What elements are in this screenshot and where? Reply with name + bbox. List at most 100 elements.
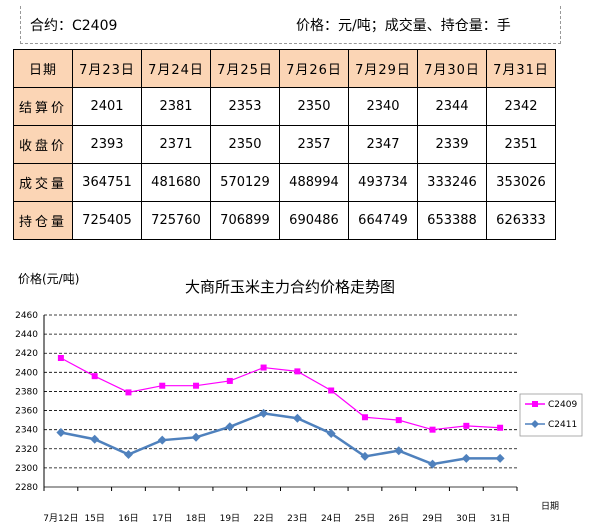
row-label: 结算价 (13, 87, 73, 126)
y-tick-label: 2280 (15, 483, 38, 493)
x-tick-label: 22日 (253, 513, 273, 524)
x-axis-label: 日期 (541, 501, 559, 512)
date-header: 7月29日 (348, 49, 418, 88)
x-tick-label: 23日 (287, 513, 307, 524)
series-line-C2409 (60, 357, 501, 431)
data-point (361, 414, 368, 421)
y-tick-label: 2320 (15, 445, 38, 455)
y-tick-label: 2360 (15, 407, 38, 417)
table-row: 持仓量 725405 725760 706899 690486 664749 6… (13, 201, 556, 240)
table-row: 收盘价 2393 2371 2350 2357 2347 2339 2351 (13, 125, 556, 164)
data-point (497, 424, 504, 431)
corner-cell: 日期 (13, 49, 73, 88)
data-point (191, 432, 201, 442)
table-cell: 2353 (210, 87, 280, 126)
legend-box (519, 393, 583, 437)
table-cell: 2350 (210, 125, 280, 164)
y-ticks: 2280 2300 2320 2340 2360 2380 2400 2420 2440 2460 (15, 311, 38, 493)
data-point (193, 382, 200, 389)
legend-marker (532, 401, 538, 407)
table-cell: 2350 (279, 87, 349, 126)
x-tick-label: 24日 (321, 513, 341, 524)
data-point (57, 355, 64, 361)
y-tick-label: 2340 (15, 426, 38, 436)
y-tick-label: 2440 (15, 330, 38, 340)
table-cell: 2342 (486, 87, 556, 126)
price-trend-chart: 价格(元/吨) 大商所玉米主力合约价格走势图 日期 2280 2300 2320 23… (15, 271, 583, 524)
gridlines (43, 314, 517, 488)
row-label: 持仓量 (13, 201, 73, 240)
table-row: 结算价 2401 2381 2353 2350 2340 2344 2342 (13, 87, 556, 126)
x-tick-label: 7月12日 (43, 513, 78, 524)
header-box (20, 6, 561, 44)
data-point (260, 364, 267, 371)
x-tick-label: 26日 (389, 513, 409, 524)
y-tick-label: 2400 (15, 368, 38, 378)
y-tick-label: 2380 (15, 387, 38, 397)
units-label: 价格：元/吨；成交量、持仓量：手 (296, 18, 511, 34)
date-header: 7月26日 (279, 49, 349, 88)
table-cell: 2339 (417, 125, 487, 164)
data-point (294, 368, 301, 375)
data-point (360, 451, 370, 461)
date-header: 7月23日 (72, 49, 142, 88)
x-tick-label: 18日 (186, 513, 206, 524)
table-cell: 2381 (141, 87, 211, 126)
data-point (292, 413, 302, 423)
legend-label: C2409 (548, 400, 577, 410)
table-cell: 690486 (279, 201, 349, 240)
y-tick-label: 2300 (15, 464, 38, 474)
date-header: 7月25日 (210, 49, 280, 88)
table-cell: 653388 (417, 201, 487, 240)
legend-marker (531, 420, 539, 428)
data-point (428, 459, 438, 469)
x-tick-label: 29日 (422, 513, 442, 524)
table-cell: 725760 (141, 201, 211, 240)
date-header: 7月24日 (141, 49, 211, 88)
series-group (56, 355, 505, 469)
x-ticks: 7月12日 15日 16日 17日 18日 19日 22日 23日 24日 25日 26日 29日 30… (43, 487, 518, 524)
data-point (259, 408, 269, 418)
x-tick-label: 19日 (220, 513, 240, 524)
table-cell: 664749 (348, 201, 418, 240)
table-cell: 2401 (72, 87, 142, 126)
x-tick-label: 25日 (355, 513, 375, 524)
data-point (125, 389, 132, 396)
data-point (159, 382, 166, 389)
table-cell: 2393 (72, 125, 142, 164)
data-point (91, 373, 98, 380)
row-label: 收盘价 (13, 125, 73, 164)
data-point (463, 422, 470, 429)
table-row: 成交量 364751 481680 570129 488994 493734 3… (13, 163, 556, 202)
data-point (226, 377, 233, 384)
y-tick-label: 2420 (15, 349, 38, 359)
data-point (328, 387, 335, 394)
table-cell: 2340 (348, 87, 418, 126)
data-point (395, 417, 402, 424)
data-point (326, 428, 336, 438)
table-cell: 333246 (417, 163, 487, 202)
data-point (461, 453, 471, 463)
chart-title: 大商所玉米主力合约价格走势图 (185, 278, 395, 296)
table-cell: 2347 (348, 125, 418, 164)
data-point (429, 426, 436, 433)
table-header-row: 日期 7月23日 7月24日 7月25日 7月26日 7月29日 7月30日 7… (13, 49, 556, 88)
data-point (56, 428, 66, 438)
x-tick-label: 31日 (490, 513, 510, 524)
data-point (225, 422, 235, 432)
table-cell: 626333 (486, 201, 556, 240)
date-header: 7月30日 (417, 49, 487, 88)
table-cell: 725405 (72, 201, 142, 240)
x-tick-label: 17日 (152, 513, 172, 524)
data-point (123, 450, 133, 460)
date-header: 7月31日 (486, 49, 556, 88)
y-axis-label: 价格(元/吨) (18, 271, 79, 286)
data-point (90, 434, 100, 444)
x-tick-label: 16日 (118, 513, 138, 524)
contract-label: 合约：C2409 (30, 18, 118, 34)
price-table: 日期 7月23日 7月24日 7月25日 7月26日 7月29日 7月30日 7… (13, 49, 556, 240)
series-line-C2411 (60, 412, 501, 466)
table-cell: 481680 (141, 163, 211, 202)
table-cell: 2371 (141, 125, 211, 164)
x-tick-label: 30日 (456, 513, 476, 524)
